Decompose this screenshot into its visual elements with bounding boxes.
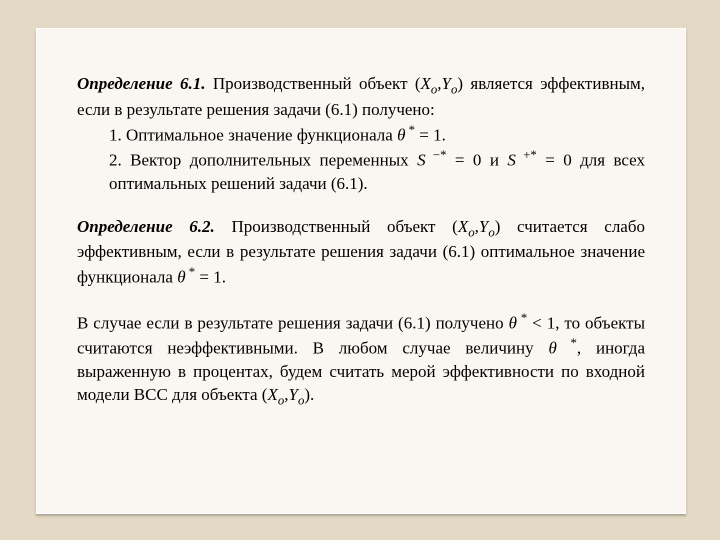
gap-1 <box>77 196 645 216</box>
def-6-2-label: Определение 6.2. <box>77 217 215 236</box>
S-2: S <box>507 151 516 170</box>
def-6-2-text-a: Производственный объект ( <box>215 217 458 236</box>
Xo-X-3: X <box>267 385 277 404</box>
def-6-1-label: Определение 6.1. <box>77 74 205 93</box>
gap-2 <box>77 290 645 310</box>
Yo-Y-3: Y <box>288 385 297 404</box>
theta-2: θ <box>177 268 185 287</box>
star-2: * <box>186 265 196 279</box>
theta-4: θ <box>548 339 556 358</box>
star-3: * <box>517 311 527 325</box>
definition-6-2: Определение 6.2. Производственный объект… <box>77 216 645 290</box>
S-plus-sup: +* <box>516 148 537 162</box>
Xo-X-2: X <box>458 217 468 236</box>
def-6-2-text-c: = 1. <box>195 268 226 287</box>
S-1: S <box>417 151 426 170</box>
definition-6-1: Определение 6.1. Производственный объект… <box>77 73 645 122</box>
item-2-a: 2. Вектор дополнительных переменных <box>109 151 417 170</box>
item-1-a: 1. Оптимальное значение функционала <box>109 125 397 144</box>
paper-frame: Определение 6.1. Производственный объект… <box>36 28 686 514</box>
item-2: 2. Вектор дополнительных переменных S −*… <box>77 147 645 196</box>
star-1: * <box>405 123 415 137</box>
Yo-Y: Y <box>442 74 451 93</box>
theta-3: θ <box>509 313 517 332</box>
text-content: Определение 6.1. Производственный объект… <box>37 29 685 440</box>
item-1: 1. Оптимальное значение функционала θ * … <box>77 122 645 148</box>
item-1-b: = 1. <box>415 125 446 144</box>
def-6-1-text-a: Производственный объект ( <box>205 74 420 93</box>
Yo-Y-2: Y <box>479 217 488 236</box>
para3-a: В случае если в результате решения задач… <box>77 313 509 332</box>
S-minus-sup: −* <box>426 148 447 162</box>
para3-d: ). <box>304 385 314 404</box>
Xo-X: X <box>421 74 431 93</box>
star-4: * <box>557 336 577 350</box>
paragraph-3: В случае если в результате решения задач… <box>77 310 645 410</box>
item-2-b: = 0 и <box>447 151 508 170</box>
